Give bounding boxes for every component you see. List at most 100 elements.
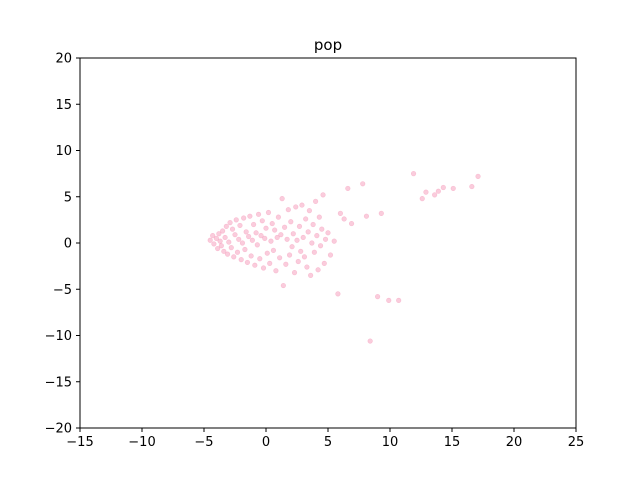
scatter-point [310,221,316,228]
scatter-point [375,294,381,300]
scatter-point [289,244,295,250]
scatter-point [306,208,313,214]
scatter-point [280,282,286,289]
scatter-point [291,270,298,276]
scatter-point [237,222,243,229]
y-tick-label: 0 [64,237,72,252]
scatter-point [264,250,270,256]
points-layer [207,171,481,344]
scatter-point [396,297,402,303]
scatter-point [263,225,269,231]
scatter-point [267,260,273,266]
scatter-point [321,260,327,266]
scatter-point [423,189,429,195]
scatter-point [215,245,221,252]
scatter-point [327,252,334,258]
scatter-point [244,259,250,266]
scatter-point [410,171,417,177]
scatter-point [288,219,294,225]
scatter-point [300,234,306,241]
scatter-point [469,183,475,190]
scatter-point [432,192,438,198]
scatter-point [273,268,279,274]
x-tick-label: −15 [66,435,93,450]
scatter-point [367,338,373,344]
scatter-point [236,236,242,242]
scatter-point [296,223,303,229]
scatter-point [227,220,233,226]
scatter-point [419,196,425,202]
x-tick-label: −10 [128,435,155,450]
scatter-point [440,184,446,191]
scatter-point [308,272,314,278]
scatter-point [378,210,384,216]
scatter-point [249,237,255,243]
scatter-point [386,297,392,303]
scatter-point [450,185,456,192]
scatter-point [363,213,370,219]
x-tick-label: −5 [194,435,213,450]
scatter-point [218,243,224,249]
scatter-point [210,233,216,239]
scatter-point [234,249,241,255]
scatter-point [217,238,223,244]
scatter-point [272,227,278,233]
scatter-point [251,221,257,228]
scatter-point [252,262,258,268]
scatter-point [221,248,227,254]
scatter-point [260,265,267,271]
scatter-point [247,213,253,219]
scatter-point [228,245,234,251]
y-axis: −20 −15 −10 −5 0 5 10 15 20 [45,52,80,437]
scatter-point [241,215,247,221]
scatter-point [319,226,325,232]
scatter-point [269,220,275,227]
plot-area [80,58,576,428]
scatter-point [316,214,322,220]
scatter-point [305,229,311,235]
scatter-point [207,237,213,243]
scatter-point [226,239,232,245]
scatter-point [294,237,300,243]
x-tick-label: 20 [506,435,523,450]
scatter-point [313,198,319,204]
scatter-point [278,232,284,238]
scatter-point [243,229,249,235]
scatter-point [257,256,263,262]
y-tick-label: 5 [64,190,72,205]
scatter-point [223,223,229,229]
scatter-point [220,228,226,234]
scatter-point [275,214,282,220]
scatter-point [279,196,285,202]
scatter-point [293,204,299,210]
scatter-point [315,267,321,273]
scatter-point [254,242,260,248]
scatter-point [337,210,344,216]
scatter-point [259,218,265,224]
y-tick-label: 15 [55,98,72,113]
scatter-point [258,233,264,239]
scatter-point [248,253,254,259]
scatter-point [295,258,301,265]
scatter-point [277,255,283,261]
scatter-point [304,264,310,270]
scatter-point [242,246,248,253]
x-tick-label: 15 [444,435,461,450]
y-tick-label: −5 [53,283,72,298]
scatter-point [274,234,280,241]
scatter-point [286,252,293,258]
scatter-point [239,240,246,246]
scatter-point [255,211,262,217]
scatter-point [270,247,277,253]
x-axis: −15 −10 −5 0 5 10 15 20 25 [66,428,584,450]
scatter-point [284,236,290,242]
scatter-point [335,291,341,297]
scatter-point [345,185,351,192]
scatter-point [475,173,481,179]
scatter-point [211,241,217,247]
x-tick-label: 25 [568,435,585,450]
x-tick-label: 10 [382,435,399,450]
scatter-point [282,224,288,230]
x-tick-label: 5 [324,435,332,450]
